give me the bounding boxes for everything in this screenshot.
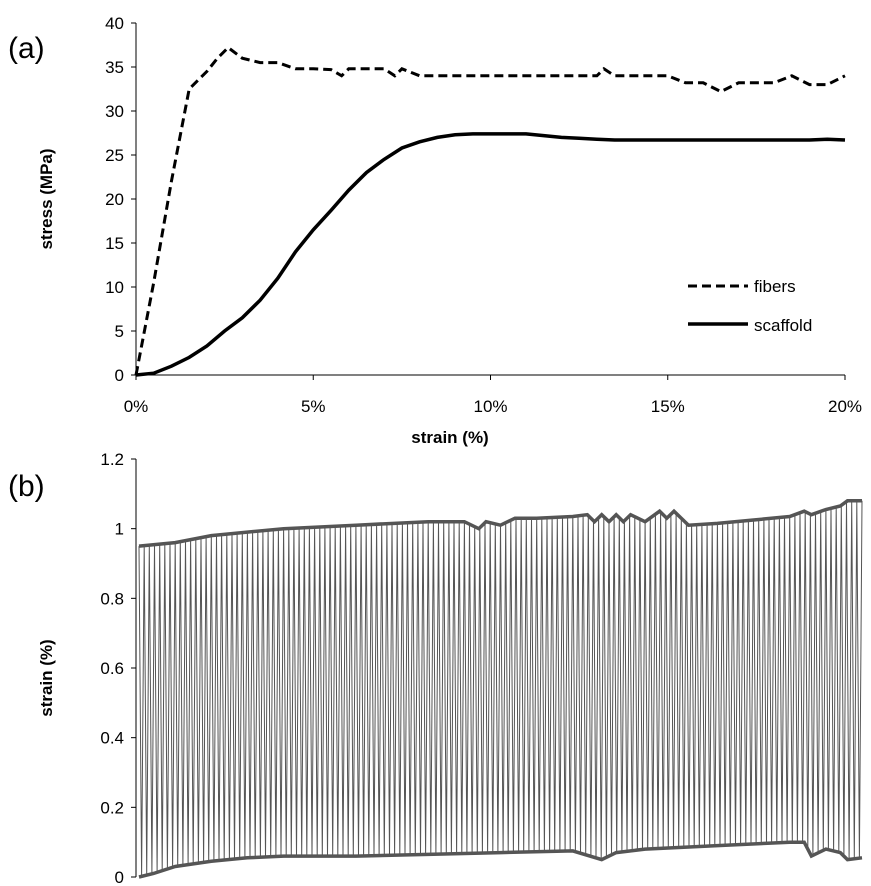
x-tick-label: 5% [301, 397, 326, 416]
y-tick-label: 0.4 [100, 729, 124, 748]
y-tick-label: 20 [105, 190, 124, 209]
y-tick-label: 0 [115, 366, 124, 385]
x-tick-label: 15% [651, 397, 685, 416]
series-line-fibers [134, 45, 846, 376]
panel-a-x-axis: 0% 5% 10% 15% 20% [124, 375, 862, 416]
y-tick-label: 1 [115, 520, 124, 539]
y-tick-label: 15 [105, 234, 124, 253]
panel-a-y-axis-title: stress (MPa) [37, 148, 56, 249]
y-tick-label: 0.6 [100, 659, 124, 678]
legend-label-scaffold: scaffold [754, 316, 812, 335]
y-tick-label: 25 [105, 146, 124, 165]
panel-b-y-axis-title: strain (%) [37, 639, 56, 716]
panel-label-a: (a) [8, 32, 45, 65]
x-tick-label: 0% [124, 397, 149, 416]
y-tick-label: 1.2 [100, 450, 124, 469]
panel-b-y-axis: 0 0.2 0.4 0.6 0.8 1 1.2 [100, 450, 136, 886]
panel-a-x-axis-title: strain (%) [411, 428, 488, 447]
x-tick-label: 10% [473, 397, 507, 416]
y-tick-label: 5 [115, 322, 124, 341]
x-tick-label: 20% [828, 397, 862, 416]
cyclic-strain-trace [138, 500, 863, 877]
legend: fibers scaffold [688, 277, 812, 335]
panel-b: (b) 0 0.2 0.4 0.6 0.8 1 1.2 strain (%) [8, 450, 863, 886]
panel-a-y-axis: 0 5 10 15 20 25 30 35 40 [105, 14, 136, 385]
upper-envelope-line [138, 499, 862, 548]
y-tick-label: 35 [105, 58, 124, 77]
cycle-trace-line [138, 500, 863, 877]
panel-a: (a) 0 5 10 15 20 25 30 35 40 0% 5% 10% 15% 20% stres… [8, 14, 862, 447]
y-tick-label: 40 [105, 14, 124, 33]
y-tick-label: 0.8 [100, 589, 124, 608]
panel-label-b: (b) [8, 470, 45, 503]
lower-envelope-line [138, 840, 863, 879]
y-tick-label: 0 [115, 868, 124, 886]
y-tick-label: 10 [105, 278, 124, 297]
y-tick-label: 0.2 [100, 798, 124, 817]
y-tick-label: 30 [105, 102, 124, 121]
series-line-scaffold [135, 132, 846, 377]
legend-label-fibers: fibers [754, 277, 796, 296]
